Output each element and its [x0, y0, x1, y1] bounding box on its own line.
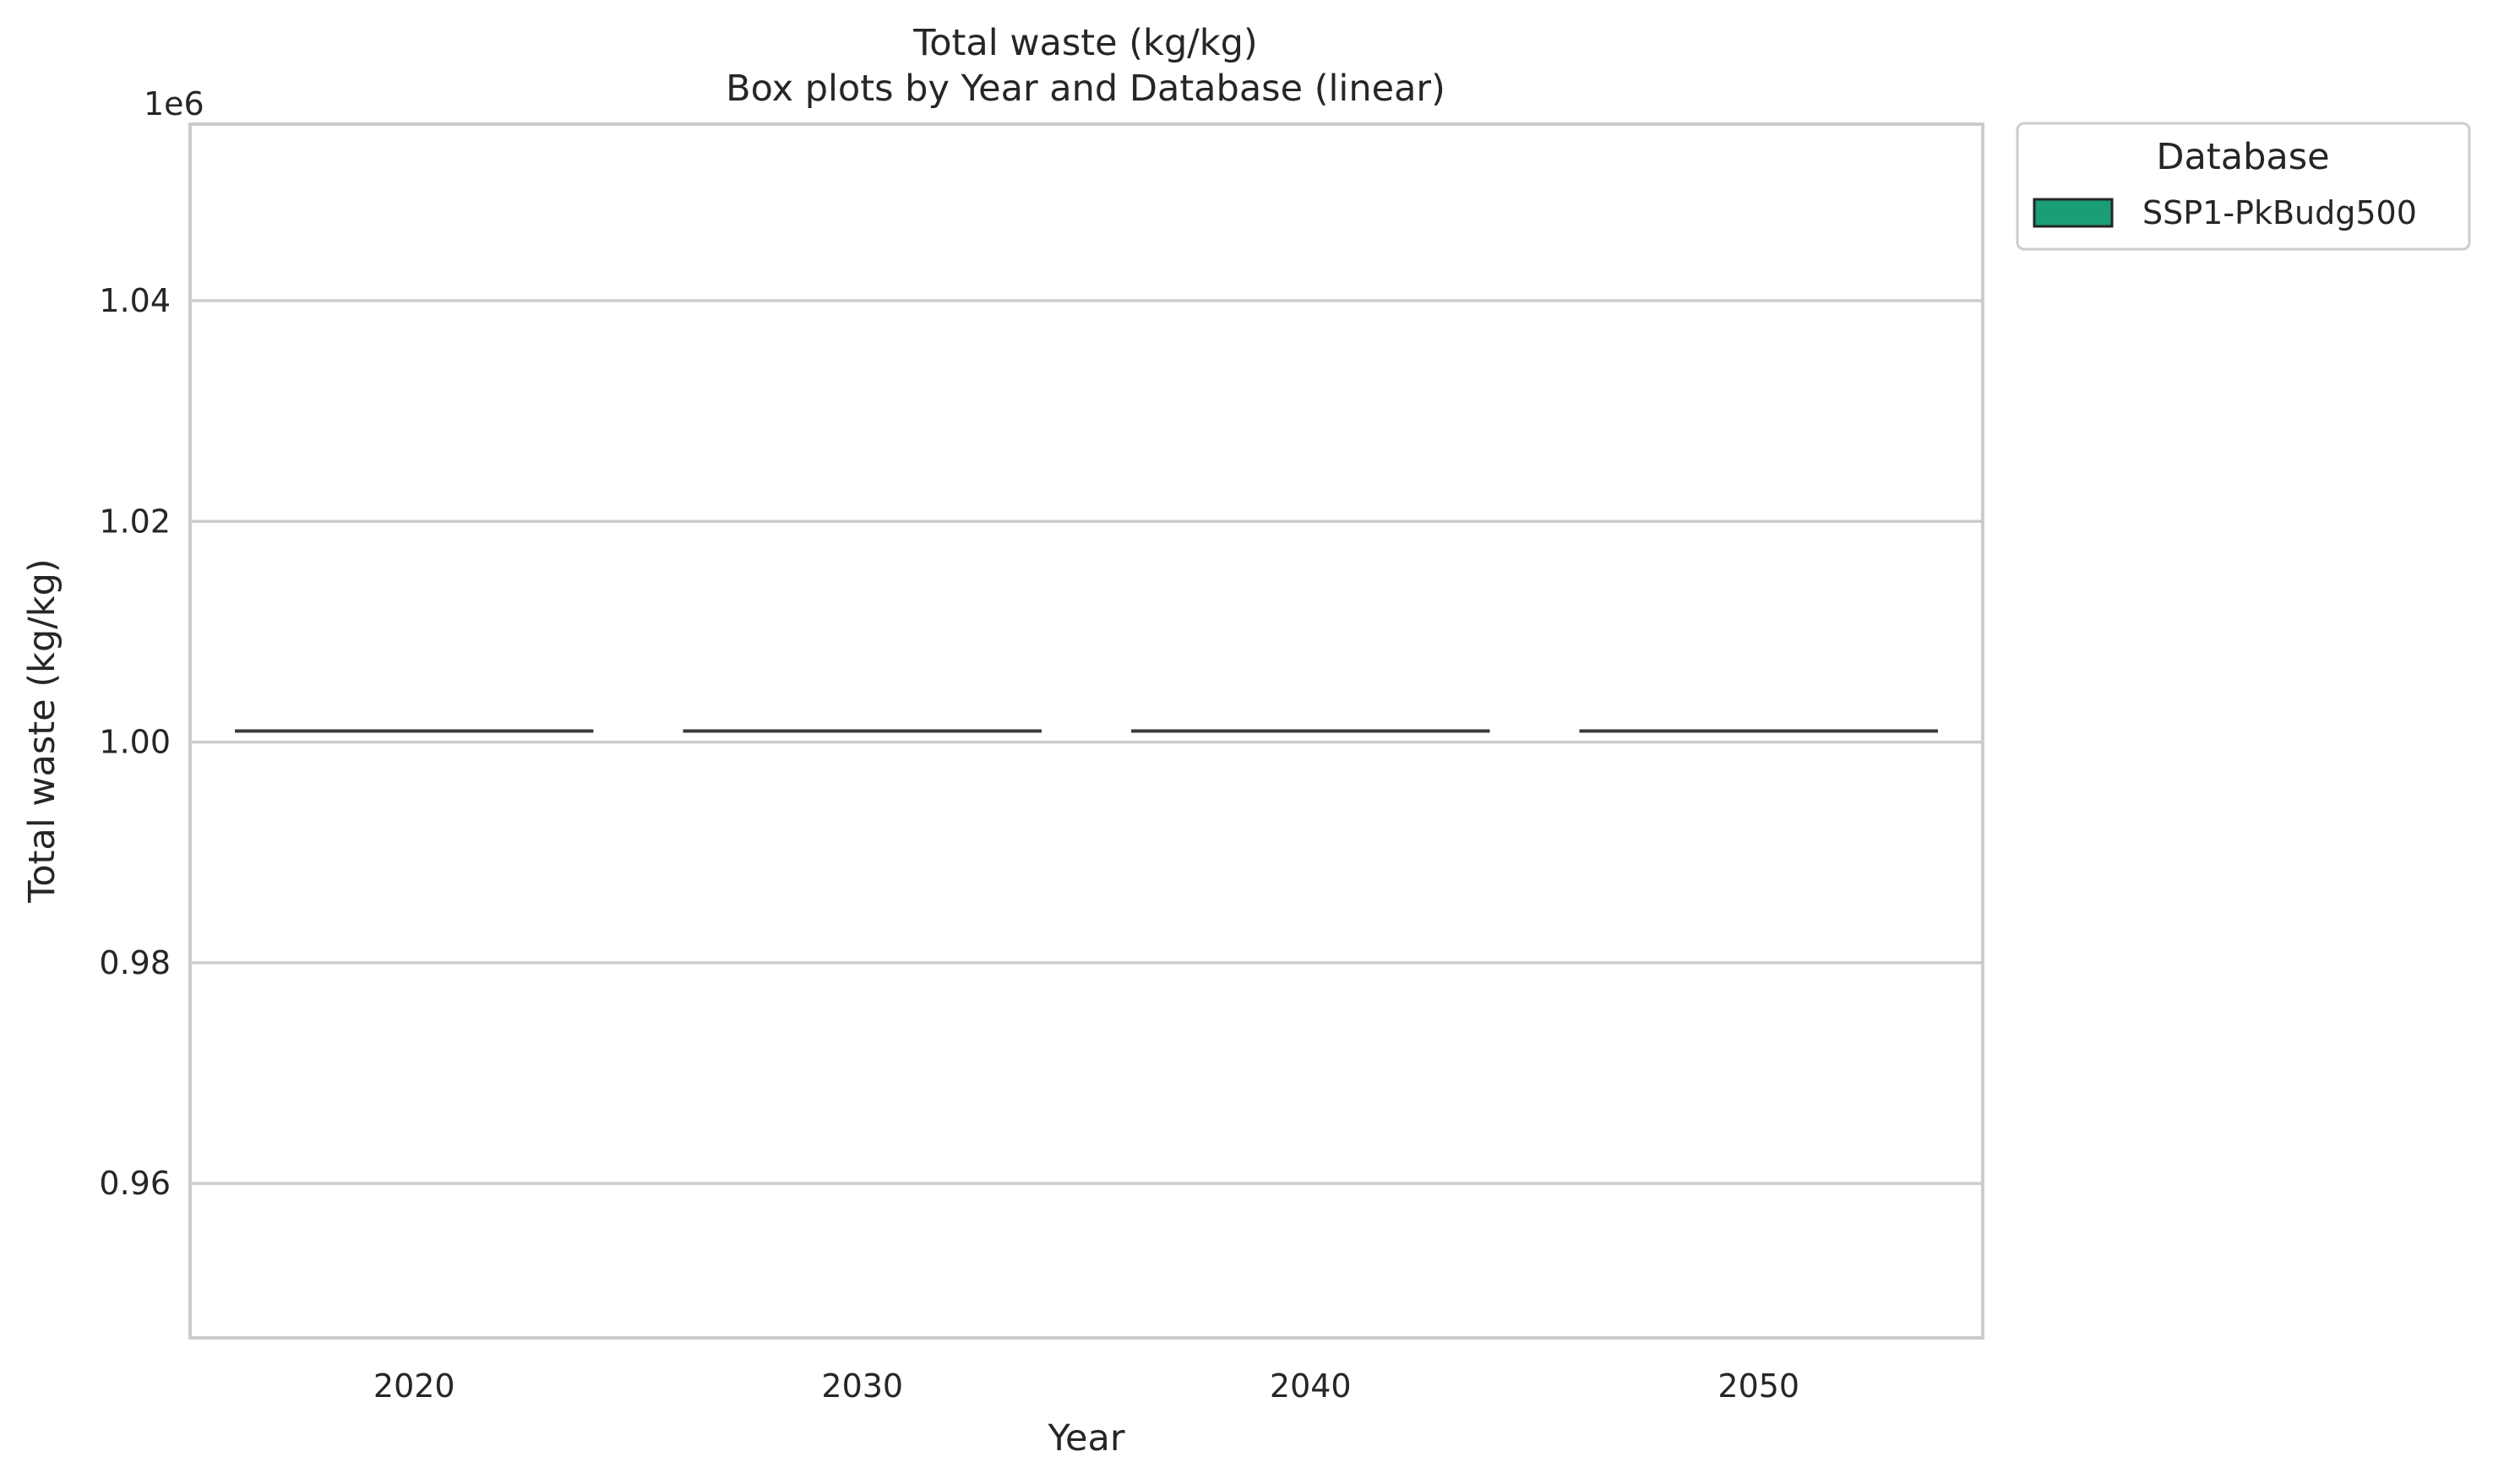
y-axis: 1e6 0.96 0.98 1.00 1.02 1.04 Total waste (kg…: [21, 85, 204, 1202]
y-tick-label: 0.96: [99, 1165, 171, 1202]
x-tick-labels: 2020 2030 2040 2050: [373, 1367, 1799, 1405]
x-tick-label: 2050: [1717, 1367, 1799, 1405]
legend-entry-label: SSP1-PkBudg500: [2142, 194, 2417, 231]
plot-frame: [188, 122, 1984, 1340]
x-tick-label: 2040: [1270, 1367, 1352, 1405]
y-tick-label: 1.00: [99, 724, 171, 761]
legend-title: Database: [2156, 136, 2329, 178]
chart-title: Total waste (kg/kg) Box plots by Year an…: [726, 22, 1445, 110]
legend-frame: [2016, 122, 2471, 251]
y-axis-offset-label: 1e6: [144, 85, 204, 122]
chart-title-line: Total waste (kg/kg): [912, 22, 1257, 64]
legend-swatch: [2033, 198, 2114, 228]
y-tick-labels: 0.96 0.98 1.00 1.02 1.04: [99, 282, 171, 1202]
y-axis-label: Total waste (kg/kg): [21, 558, 63, 903]
x-tick-label: 2030: [821, 1367, 903, 1405]
x-axis-label: Year: [1047, 1417, 1124, 1460]
plot-area: [188, 122, 1984, 1340]
gridlines: [190, 299, 1983, 1185]
y-tick-label: 1.04: [99, 282, 171, 319]
y-tick-label: 1.02: [99, 503, 171, 540]
x-axis: 2020 2030 2040 2050 Year: [373, 1367, 1799, 1460]
x-tick-label: 2020: [373, 1367, 455, 1405]
legend-entries: SSP1-PkBudg500: [2033, 194, 2417, 231]
legend: Database SSP1-PkBudg500: [2016, 122, 2471, 251]
y-tick-label: 0.98: [99, 944, 171, 981]
chart-subtitle-line: Box plots by Year and Database (linear): [726, 68, 1445, 110]
